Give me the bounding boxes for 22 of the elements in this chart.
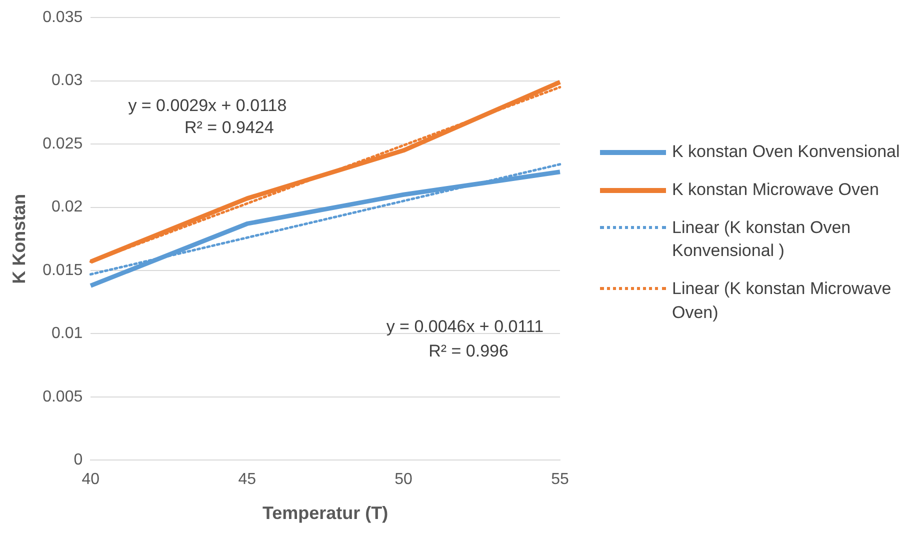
x-tick-label: 40 — [82, 471, 100, 488]
legend-label: Linear (K konstan Oven Konvensional ) — [672, 216, 852, 262]
y-tick-label: 0.02 — [52, 198, 83, 216]
legend-label: K konstan Oven Konvensional — [672, 141, 900, 163]
annotation: R² = 0.9424 — [184, 118, 274, 137]
y-tick-label: 0.03 — [52, 72, 83, 90]
y-tick-label: 0.035 — [42, 9, 83, 26]
annotation: y = 0.0046x + 0.0111 — [386, 317, 544, 336]
y-axis-title: K Konstan — [8, 194, 29, 284]
x-axis-title: Temperatur (T) — [262, 503, 388, 524]
y-tick-label: 0 — [74, 452, 83, 469]
y-tick-label: 0.01 — [52, 325, 83, 342]
y-tick-label: 0.025 — [42, 135, 83, 152]
x-tick-label: 50 — [394, 471, 413, 488]
y-tick-label: 0.015 — [42, 262, 83, 279]
x-tick-label: 45 — [238, 471, 256, 488]
y-tick-label: 0.005 — [42, 388, 83, 406]
legend-label: Linear (K konstan Microwave Oven) — [672, 278, 892, 324]
annotation: y = 0.0029x + 0.0118 — [128, 96, 287, 115]
legend-label: K konstan Microwave Oven — [672, 178, 879, 201]
x-tick-label: 55 — [551, 471, 569, 488]
annotation: R² = 0.996 — [428, 341, 508, 360]
